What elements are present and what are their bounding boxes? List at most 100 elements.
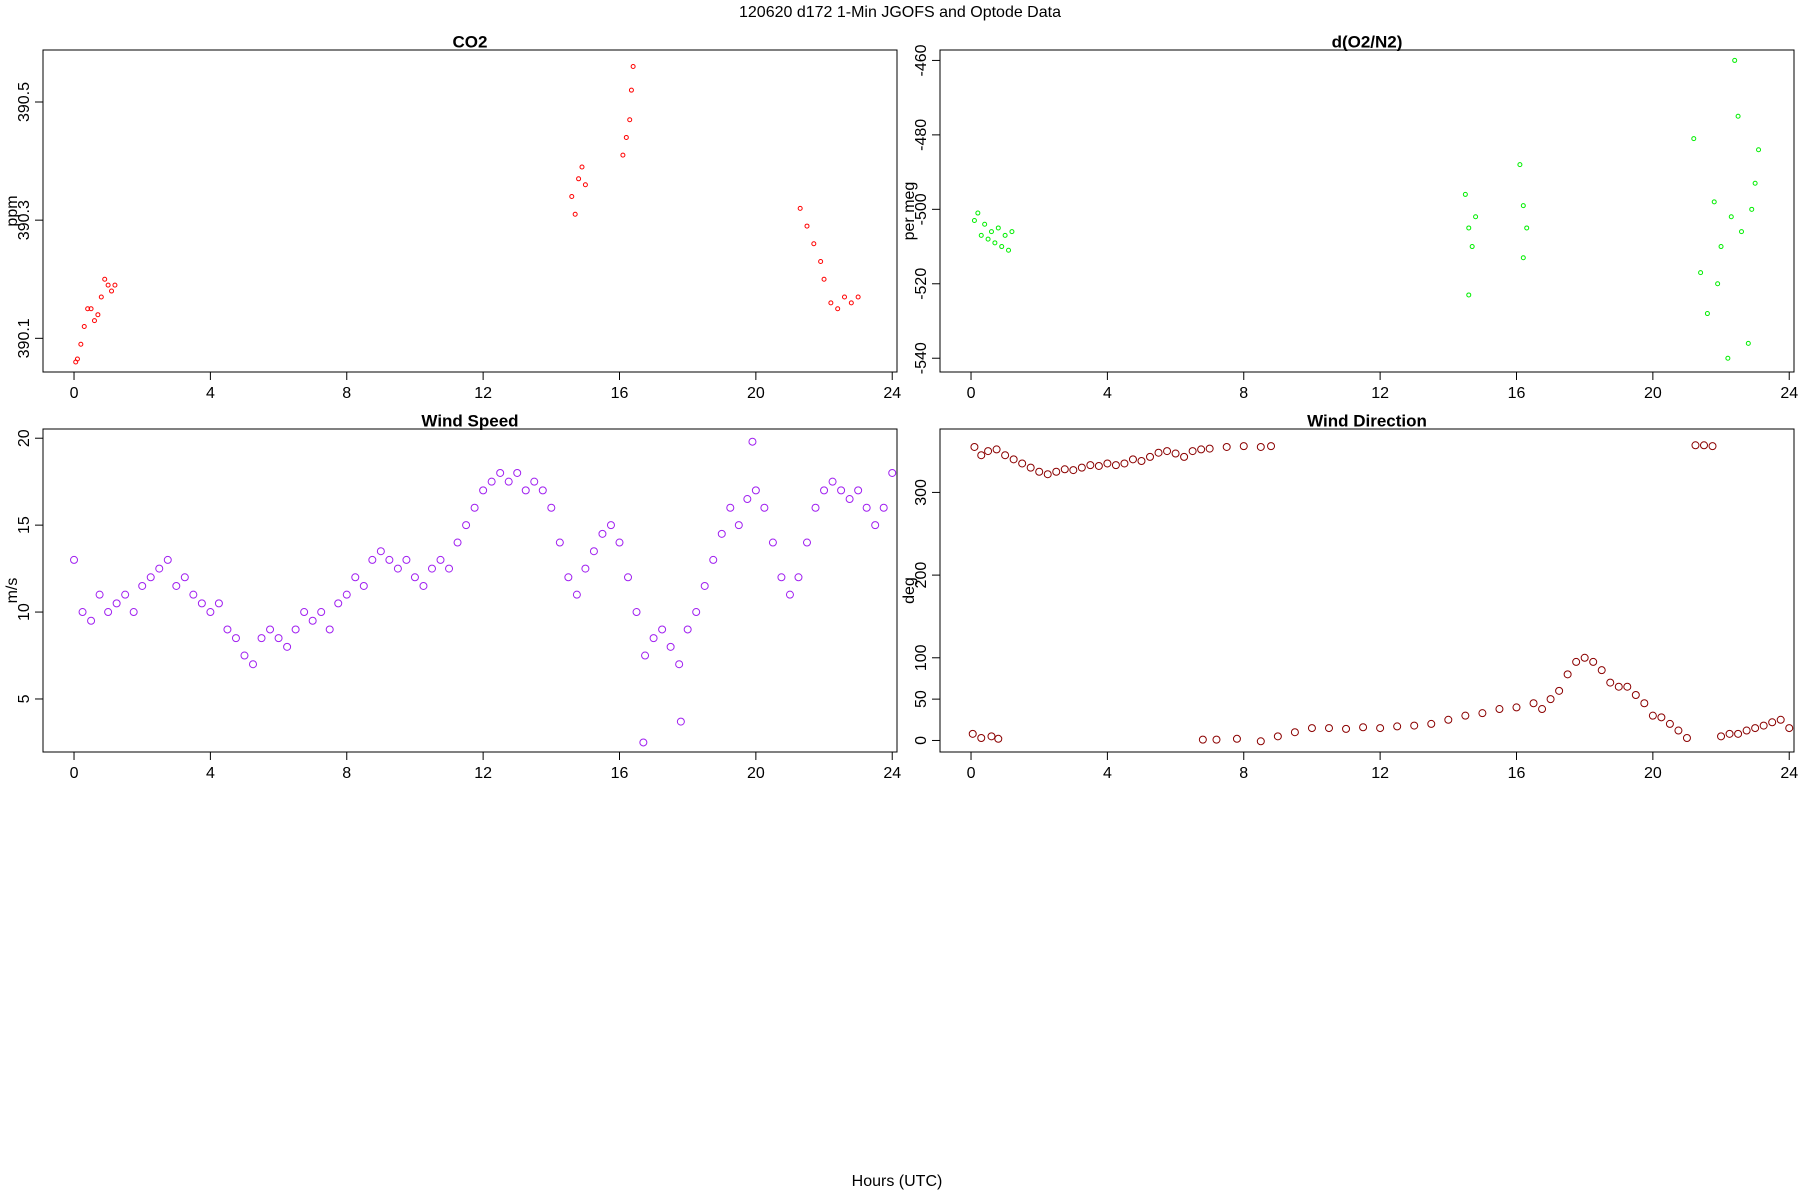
y-axis-label: ppm <box>4 195 21 226</box>
point <box>1256 442 1265 451</box>
point <box>351 573 360 582</box>
point <box>768 538 777 547</box>
point <box>1732 57 1738 63</box>
point <box>104 608 113 617</box>
point <box>1146 452 1155 461</box>
x-tick-label: 4 <box>206 385 215 402</box>
point <box>804 223 810 229</box>
point <box>1768 718 1777 727</box>
point <box>393 564 402 573</box>
point <box>70 555 79 564</box>
point <box>818 259 824 265</box>
point <box>1198 735 1207 744</box>
plot-frame <box>939 428 1795 753</box>
point <box>138 581 147 590</box>
point <box>1009 455 1018 464</box>
point <box>709 555 718 564</box>
plot-frame <box>42 428 898 753</box>
point <box>112 599 121 608</box>
point <box>802 538 811 547</box>
point <box>569 194 575 200</box>
point <box>1665 719 1674 728</box>
point <box>1232 734 1241 743</box>
point <box>628 87 634 93</box>
point <box>1461 711 1470 720</box>
point <box>987 732 996 741</box>
y-axis-label: m/s <box>4 578 21 604</box>
point <box>1524 225 1530 231</box>
point <box>1205 444 1214 453</box>
point <box>760 503 769 512</box>
point <box>1691 136 1697 142</box>
point <box>1359 723 1368 732</box>
y-tick-label: 300 <box>913 479 930 506</box>
point <box>1290 728 1299 737</box>
point <box>994 734 1003 743</box>
point <box>1137 456 1146 465</box>
point <box>1052 467 1061 476</box>
point <box>968 729 977 738</box>
point <box>1749 206 1755 212</box>
x-tick-label: 24 <box>883 385 901 402</box>
point <box>1462 191 1468 197</box>
y-tick-label: 100 <box>913 644 930 671</box>
point <box>1623 682 1632 691</box>
point <box>1018 459 1027 468</box>
point <box>862 503 871 512</box>
x-tick-label: 16 <box>1508 385 1526 402</box>
point <box>78 608 87 617</box>
point <box>487 477 496 486</box>
x-tick-label: 0 <box>70 765 79 782</box>
y-tick-label: 20 <box>16 429 33 447</box>
point <box>1759 721 1768 730</box>
point <box>1469 244 1475 250</box>
x-tick-label: 24 <box>1780 385 1798 402</box>
point <box>692 608 701 617</box>
point <box>98 294 104 300</box>
point <box>675 660 684 669</box>
point <box>982 221 988 227</box>
point <box>598 529 607 538</box>
y-tick-label: 10 <box>16 603 33 621</box>
point <box>984 447 993 456</box>
point <box>751 486 760 495</box>
point <box>1631 690 1640 699</box>
point <box>189 590 198 599</box>
point <box>95 312 101 318</box>
point <box>582 182 588 188</box>
point <box>1267 442 1276 451</box>
point <box>855 294 861 300</box>
point <box>854 486 863 495</box>
point <box>102 276 108 282</box>
point <box>1478 709 1487 718</box>
point <box>676 717 685 726</box>
point <box>87 616 96 625</box>
point <box>300 608 309 617</box>
point <box>572 211 578 217</box>
point <box>871 521 880 530</box>
point <box>606 521 615 530</box>
point <box>547 503 556 512</box>
point <box>1111 461 1120 470</box>
point <box>1307 724 1316 733</box>
point <box>1682 733 1691 742</box>
x-tick-label: 12 <box>474 385 492 402</box>
point <box>581 564 590 573</box>
x-tick-label: 0 <box>70 385 79 402</box>
y-tick-label: -520 <box>913 268 930 300</box>
point <box>163 555 172 564</box>
point <box>172 581 181 590</box>
x-tick-label: 8 <box>342 765 351 782</box>
point <box>266 625 275 634</box>
point <box>1776 715 1785 724</box>
point <box>453 538 462 547</box>
x-tick-label: 16 <box>611 765 629 782</box>
point <box>1674 726 1683 735</box>
point <box>820 486 829 495</box>
point <box>845 495 854 504</box>
point <box>1077 463 1086 472</box>
point <box>1520 255 1526 261</box>
point <box>274 634 283 643</box>
point <box>1614 682 1623 691</box>
point <box>1742 726 1751 735</box>
